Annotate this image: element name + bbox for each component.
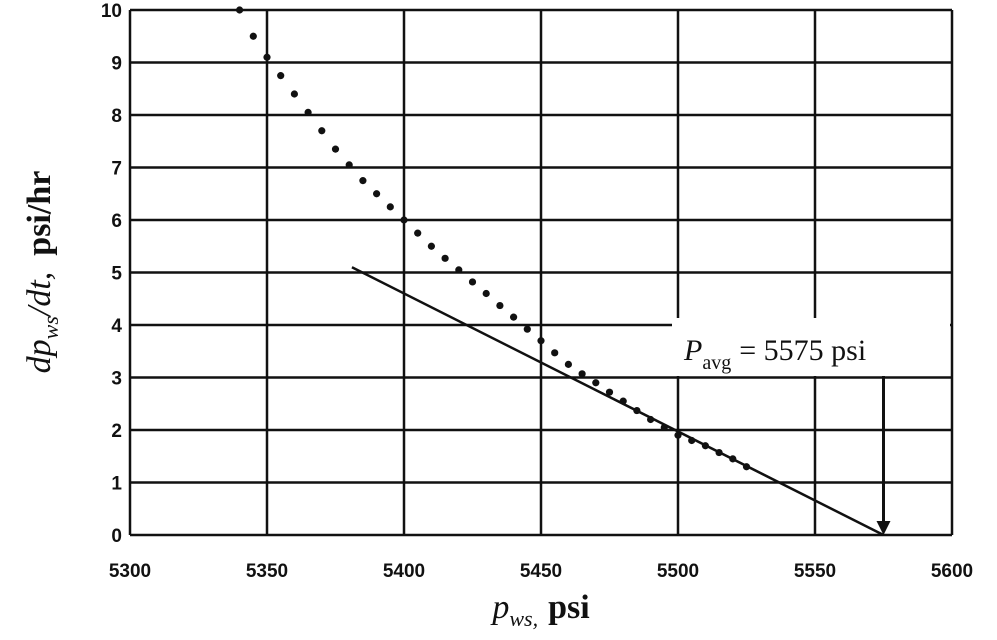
data-point bbox=[605, 388, 614, 396]
grid: 5300 5350 5400 5450 5500 5550 5600 0 1 2 3 4 5 6 7 8 9 10 bbox=[101, 1, 973, 582]
annotation-sub: avg bbox=[702, 352, 731, 374]
data-point bbox=[564, 360, 573, 368]
data-point bbox=[290, 90, 298, 98]
annotation-p: P bbox=[683, 334, 702, 367]
data-point bbox=[400, 216, 408, 224]
y-tick-label: 3 bbox=[111, 369, 122, 390]
data-point bbox=[551, 349, 559, 357]
y-tick-label: 10 bbox=[101, 1, 122, 22]
y-label-dp: dp bbox=[21, 339, 58, 373]
data-point bbox=[345, 161, 353, 169]
data-point bbox=[455, 266, 463, 274]
x-tick-label: 5600 bbox=[931, 561, 973, 582]
data-point bbox=[592, 379, 600, 387]
data-point bbox=[509, 313, 518, 321]
data-point bbox=[523, 325, 531, 333]
y-tick-label: 9 bbox=[111, 54, 122, 75]
x-label-p: p bbox=[490, 589, 509, 626]
data-point bbox=[482, 289, 490, 298]
y-tick-label: 7 bbox=[111, 159, 122, 180]
data-point bbox=[331, 145, 340, 153]
data-point bbox=[468, 278, 477, 286]
data-point bbox=[373, 190, 381, 198]
data-point bbox=[414, 229, 422, 237]
y-axis-label: dpws/dt, psi/hr bbox=[21, 171, 63, 374]
data-point bbox=[578, 370, 586, 378]
x-tick-label: 5300 bbox=[109, 561, 151, 582]
annotation-value: = 5575 psi bbox=[739, 334, 866, 367]
data-point bbox=[537, 337, 545, 345]
x-tick-label: 5500 bbox=[657, 561, 699, 582]
x-tick-label: 5350 bbox=[246, 561, 288, 582]
y-tick-label: 4 bbox=[111, 316, 122, 337]
annotation: Pavg = 5575 psi bbox=[683, 334, 866, 374]
x-tick-label: 5450 bbox=[520, 561, 562, 582]
y-label-dt: /dt, bbox=[21, 272, 58, 318]
data-point bbox=[277, 72, 285, 80]
data-point bbox=[427, 242, 435, 250]
y-tick-label: 2 bbox=[111, 421, 122, 442]
data-point bbox=[249, 32, 257, 40]
y-tick-label: 1 bbox=[111, 474, 122, 495]
x-tick-label: 5400 bbox=[383, 561, 425, 582]
x-tick-label: 5550 bbox=[794, 561, 836, 582]
x-axis-label: pws, psi bbox=[490, 589, 589, 631]
y-tick-label: 8 bbox=[111, 106, 122, 127]
data-point bbox=[236, 6, 244, 14]
data-point bbox=[318, 127, 326, 135]
y-tick-label: 6 bbox=[111, 211, 122, 232]
trend-line bbox=[351, 266, 885, 537]
data-point bbox=[304, 108, 312, 116]
marks bbox=[236, 6, 885, 537]
x-label-unit: psi bbox=[548, 589, 590, 626]
data-point bbox=[441, 254, 449, 262]
data-point bbox=[386, 203, 394, 211]
data-point bbox=[263, 53, 271, 61]
x-label-sub: ws, bbox=[509, 606, 538, 631]
y-label-unit: psi/hr bbox=[21, 171, 58, 256]
data-point bbox=[496, 301, 504, 310]
y-tick-label: 0 bbox=[111, 526, 122, 547]
arrow-head bbox=[876, 521, 891, 535]
y-label-sub: ws bbox=[38, 316, 63, 339]
data-point bbox=[359, 177, 367, 185]
y-tick-label: 5 bbox=[111, 264, 122, 285]
annotation-box bbox=[672, 318, 950, 376]
